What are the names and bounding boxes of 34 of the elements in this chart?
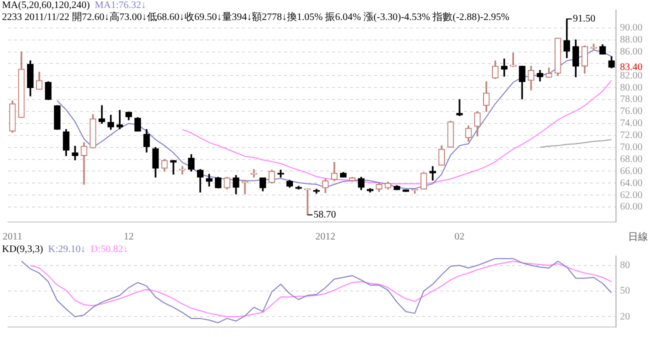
chart-title: MA(5,20,60,120,240) (2, 0, 90, 11)
y-tick-label: 66.00 (620, 166, 642, 177)
y-tick-label: 80.00 (620, 82, 642, 94)
x-tick-label: 12 (124, 232, 134, 243)
y-tick-label: 62.00 (620, 190, 642, 201)
y-tick-label: 80 (620, 260, 630, 272)
x-tick-label: 2011 (2, 232, 22, 243)
annotation: 91.50 (572, 14, 596, 25)
annotation: 58.70 (314, 209, 336, 220)
y-tick-label: 70.00 (620, 142, 642, 153)
text: D:50.82↓ (90, 244, 128, 255)
x-tick-label: 02 (454, 232, 465, 243)
text: K:29.10↓ (48, 244, 86, 255)
y-tick-label: 90.00 (620, 22, 642, 34)
y-tick-label: 82.00 (620, 70, 642, 82)
text: 日線 (628, 231, 648, 244)
chart-subtitle: 2233 2011/11/22 開72.60↓高73.00↓低68.60↓收69.50↓量394↓額2778↓換1.05% 振6.04% 漲(-3.30)-4.53% 指數(-2.88)-2.95% (2, 12, 510, 24)
y-tick-label: 78.00 (620, 94, 642, 106)
y-tick-label: 86.00 (620, 46, 642, 58)
x-tick-label: 2012 (315, 232, 336, 243)
y-tick-label: 88.00 (620, 34, 642, 46)
candlestick (80, 142, 88, 185)
chart-title: KD(9,3,3) (2, 244, 44, 255)
y-tick-label: 72.00 (620, 130, 642, 142)
candlestick (242, 180, 248, 194)
y-tick-label: 64.00 (620, 178, 642, 189)
text: MA1:76.32↓ (94, 0, 146, 11)
y-tick-label: 74.00 (620, 118, 642, 130)
y-tick-label: 76.00 (620, 106, 642, 118)
y-tick-label: 50 (620, 286, 630, 297)
y-tick-label: 60.00 (620, 202, 642, 213)
y-tick-label: 68.00 (620, 154, 642, 165)
text: 83.40 (620, 62, 642, 73)
y-tick-label: 20 (620, 311, 630, 322)
